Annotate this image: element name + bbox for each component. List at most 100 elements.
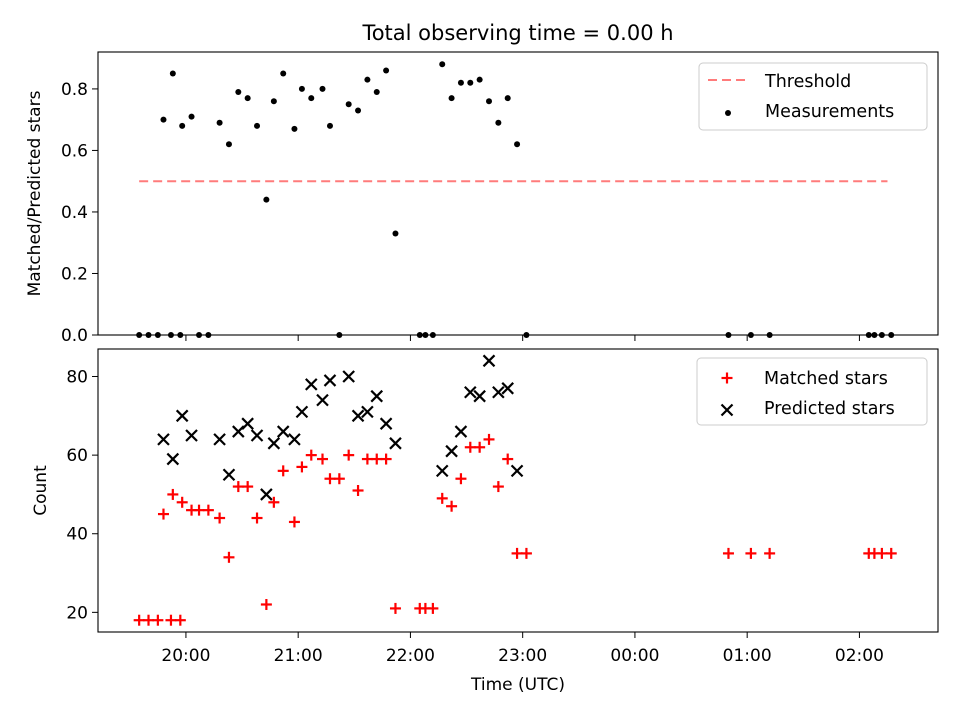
matched-star-point bbox=[251, 512, 263, 524]
x-tick-label: 01:00 bbox=[723, 646, 772, 666]
matched-star-point bbox=[176, 496, 188, 508]
matched-star-point bbox=[133, 614, 145, 626]
predicted-star-point bbox=[267, 437, 281, 450]
legend-measurements-swatch bbox=[725, 110, 731, 116]
top-y-tick-label: 0.8 bbox=[61, 80, 88, 100]
predicted-star-point bbox=[166, 452, 180, 466]
predicted-star-point bbox=[185, 429, 198, 442]
top-legend-box bbox=[698, 62, 928, 131]
measurement-point bbox=[235, 88, 242, 95]
measurement-point bbox=[145, 332, 152, 338]
matched-star-point bbox=[260, 598, 272, 610]
measurement-point bbox=[336, 332, 343, 338]
predicted-star-point bbox=[501, 382, 514, 395]
x-tick-label: 20:00 bbox=[161, 646, 210, 666]
top-y-tick-label: 0.0 bbox=[61, 326, 88, 346]
measurement-point bbox=[871, 332, 878, 338]
measurement-point bbox=[345, 101, 352, 108]
predicted-star-point bbox=[316, 393, 329, 407]
measurement-point bbox=[263, 196, 270, 203]
measurement-point bbox=[308, 95, 315, 102]
bottom-panel: 20 40 60 80 20:00 21:00 22:00 23:00 00:00 01:00 0… bbox=[31, 348, 939, 695]
predicted-star-point bbox=[370, 389, 384, 403]
measurement-point bbox=[383, 67, 390, 74]
predicted-star-point bbox=[213, 433, 226, 446]
top-x-ticks bbox=[185, 335, 860, 341]
matched-star-point bbox=[223, 551, 235, 563]
legend-measurements-label: Measurements bbox=[765, 102, 894, 122]
measurement-point bbox=[291, 125, 298, 132]
predicted-star-point bbox=[288, 433, 301, 446]
measurement-point bbox=[188, 113, 195, 120]
predicted-star-point bbox=[379, 417, 393, 430]
predicted-star-point bbox=[361, 405, 374, 419]
measurement-point bbox=[439, 61, 446, 68]
measurement-point bbox=[154, 332, 161, 338]
matched-star-point bbox=[389, 602, 401, 614]
measurement-point bbox=[448, 95, 455, 102]
predicted-star-point bbox=[241, 417, 254, 430]
bottom-y-tick-label: 60 bbox=[66, 446, 88, 466]
measurement-point bbox=[326, 122, 333, 129]
top-panel: 0.00.20.40.60.8 Matched/Predicted stars … bbox=[25, 51, 939, 346]
measurement-point bbox=[504, 95, 511, 102]
matched-star-point bbox=[745, 547, 757, 559]
predicted-stars-series bbox=[157, 354, 524, 501]
matched-star-point bbox=[277, 465, 289, 477]
x-tick-label: 02:00 bbox=[835, 646, 884, 666]
predicted-star-point bbox=[304, 378, 318, 391]
matched-star-point bbox=[436, 492, 448, 504]
matched-star-point bbox=[242, 481, 254, 493]
matched-star-point bbox=[333, 473, 345, 485]
measurement-point bbox=[319, 85, 326, 92]
predicted-star-point bbox=[492, 385, 505, 399]
legend-x-marker bbox=[720, 403, 734, 417]
measurement-point bbox=[280, 70, 287, 77]
legend-predicted-label: Predicted stars bbox=[764, 399, 895, 419]
bottom-y-ticks: 20 40 60 80 bbox=[66, 368, 98, 623]
matched-star-point bbox=[380, 453, 392, 465]
x-tick-label: 00:00 bbox=[610, 646, 659, 666]
matched-star-point bbox=[305, 449, 317, 461]
top-y-axis-label: Matched/Predicted stars bbox=[25, 90, 45, 296]
bottom-y-tick-label: 40 bbox=[66, 525, 88, 545]
matched-star-point bbox=[288, 516, 300, 528]
matched-star-point bbox=[885, 547, 897, 559]
measurement-point bbox=[205, 332, 212, 338]
matched-star-point bbox=[455, 473, 467, 485]
predicted-star-point bbox=[295, 405, 309, 419]
predicted-star-point bbox=[454, 425, 468, 438]
matched-star-point bbox=[268, 496, 280, 508]
top-y-tick-label: 0.4 bbox=[61, 203, 88, 223]
matched-star-point bbox=[152, 614, 164, 626]
measurement-point bbox=[364, 76, 371, 83]
measurement-point bbox=[514, 141, 521, 148]
predicted-star-point bbox=[157, 433, 170, 446]
matched-star-point bbox=[502, 453, 514, 465]
measurement-point bbox=[467, 79, 474, 86]
matched-stars-series bbox=[133, 433, 897, 626]
figure-title: Total observing time = 0.00 h bbox=[361, 21, 673, 45]
measurement-point bbox=[865, 332, 872, 338]
matched-star-point bbox=[232, 481, 244, 493]
x-axis-label: Time (UTC) bbox=[470, 675, 565, 695]
measurement-point bbox=[298, 85, 305, 92]
measurement-point bbox=[523, 332, 530, 338]
x-tick-label: 22:00 bbox=[386, 646, 435, 666]
measurement-point bbox=[355, 107, 362, 114]
measurement-point bbox=[878, 332, 885, 338]
predicted-star-point bbox=[445, 444, 458, 458]
matched-star-point bbox=[352, 485, 364, 496]
matched-star-point bbox=[464, 441, 476, 453]
bottom-axes-frame bbox=[97, 348, 939, 633]
measurement-point bbox=[392, 230, 399, 237]
matched-star-point bbox=[427, 602, 439, 614]
measurement-point bbox=[725, 332, 732, 338]
measurements-series bbox=[136, 61, 895, 338]
measurement-point bbox=[422, 332, 429, 338]
x-tick-label: 21:00 bbox=[274, 646, 323, 666]
predicted-star-point bbox=[260, 488, 273, 501]
matched-star-point bbox=[193, 504, 205, 516]
predicted-star-point bbox=[175, 409, 189, 423]
